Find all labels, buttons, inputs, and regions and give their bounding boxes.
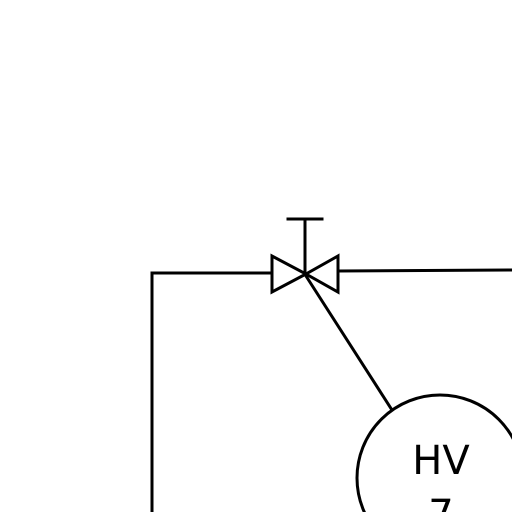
valve-symbol[interactable]: [270, 217, 340, 295]
instrument-tag-number: 7: [428, 492, 453, 512]
instrument-tag-letters: HV: [412, 438, 470, 484]
instrument-circle: [355, 393, 512, 512]
signal-line: [303, 273, 395, 413]
valve-right-triangle: [302, 253, 340, 295]
valve-left-triangle: [270, 253, 310, 295]
instrument-bubble[interactable]: HV 7: [355, 393, 512, 512]
left-process-line: [150, 271, 274, 512]
right-process-line: [336, 268, 512, 273]
